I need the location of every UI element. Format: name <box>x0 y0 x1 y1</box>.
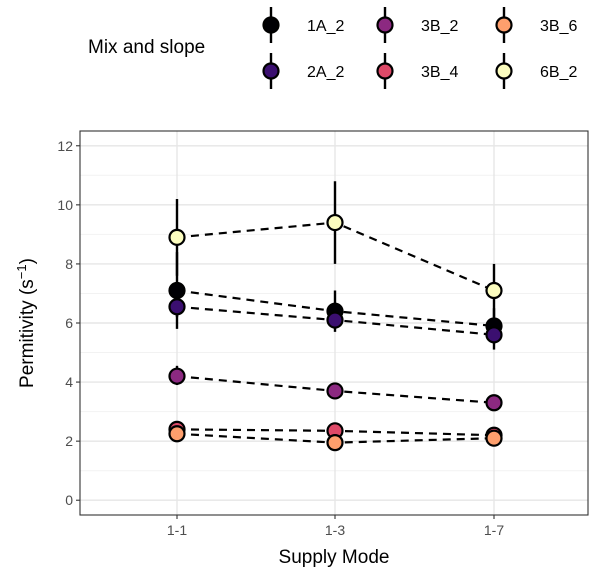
legend-label-3b-6: 3B_6 <box>540 18 577 35</box>
legend-label-3b-4: 3B_4 <box>421 64 458 81</box>
plot-panel <box>79 130 589 516</box>
data-point-3b-6 <box>485 429 503 447</box>
x-tick-label: 1-7 <box>484 522 504 538</box>
data-point-2a-2 <box>485 326 503 344</box>
legend-key-3b-6 <box>495 16 513 34</box>
legend-key-3b-2 <box>376 16 394 34</box>
legend-label-1a-2: 1A_2 <box>307 18 344 35</box>
data-point-2a-2 <box>326 311 344 329</box>
x-axis-title: Supply Mode <box>279 547 390 568</box>
legend-label-3b-2: 3B_2 <box>421 18 458 35</box>
x-tick-label: 1-1 <box>167 522 187 538</box>
legend-title: Mix and slope <box>88 37 205 58</box>
y-tick-label: 0 <box>65 492 73 508</box>
legend-key-6b-2 <box>495 62 513 80</box>
y-axis-title: Permitivity (s−1) <box>14 258 38 388</box>
legend-key-2a-2 <box>262 62 280 80</box>
data-point-3b-2 <box>326 382 344 400</box>
data-point-6b-2 <box>326 213 344 232</box>
y-tick-label: 12 <box>57 138 73 154</box>
y-tick-label: 4 <box>65 374 73 390</box>
y-tick-label: 10 <box>57 197 73 213</box>
data-point-2a-2 <box>168 298 186 316</box>
data-point-1a-2 <box>168 281 186 300</box>
data-point-3b-2 <box>485 394 503 412</box>
data-point-3b-6 <box>326 434 344 452</box>
y-tick-label: 8 <box>65 256 73 272</box>
data-point-6b-2 <box>485 281 503 300</box>
legend: Mix and slope 1A_2 2A_2 3B_2 3B_4 3B_6 6B_2 <box>88 7 577 89</box>
legend-key-1a-2 <box>262 16 280 34</box>
data-point-3b-2 <box>168 367 186 385</box>
data-point-3b-6 <box>168 425 186 443</box>
legend-label-2a-2: 2A_2 <box>307 64 344 81</box>
x-tick-label: 1-3 <box>325 522 345 538</box>
legend-label-6b-2: 6B_2 <box>540 64 577 81</box>
y-tick-label: 6 <box>65 315 73 331</box>
data-point-6b-2 <box>168 228 186 246</box>
y-tick-label: 2 <box>65 433 73 449</box>
legend-key-3b-4 <box>376 62 394 80</box>
